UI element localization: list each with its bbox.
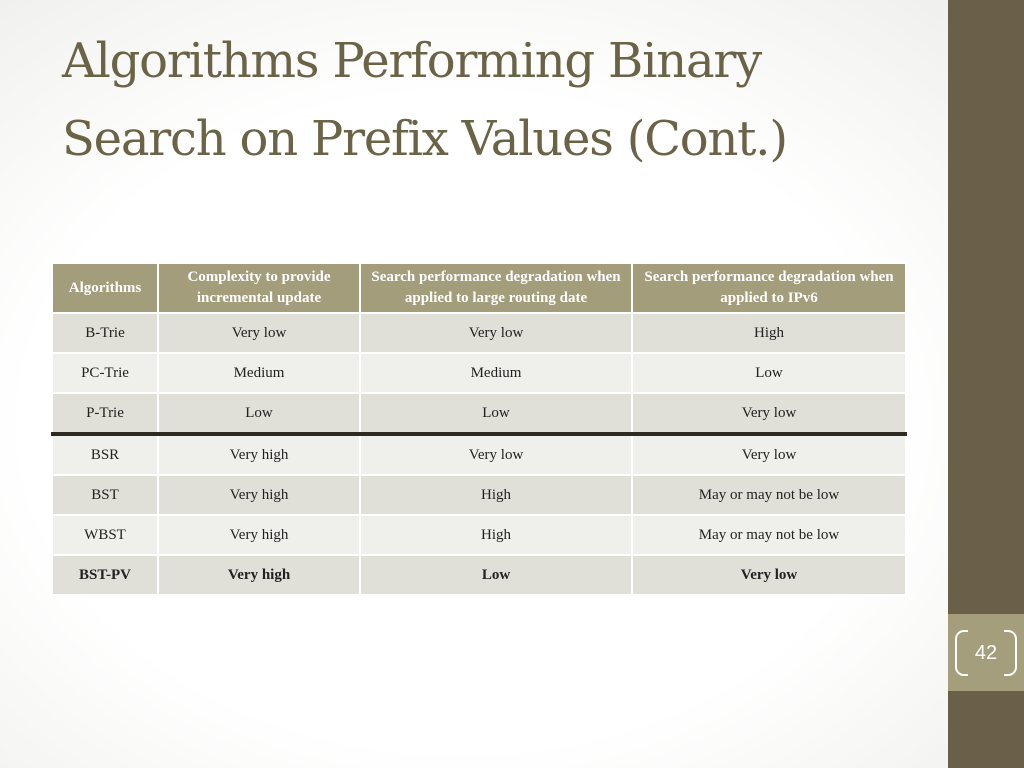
cell-large-routing-degradation: Medium <box>359 352 633 394</box>
cell-large-routing-degradation: High <box>359 514 633 556</box>
cell-algorithm: WBST <box>51 514 159 556</box>
cell-ipv6-degradation: May or may not be low <box>631 514 907 556</box>
header-algorithms: Algorithms <box>51 262 159 314</box>
header-incremental-update: Complexity to provide incremental update <box>157 262 361 314</box>
table-row: B-Trie Very low Very low High <box>51 312 907 354</box>
cell-ipv6-degradation: High <box>631 312 907 354</box>
cell-incremental-update: Very high <box>157 514 361 556</box>
header-large-routing-degradation: Search performance degradation when appl… <box>359 262 633 314</box>
cell-algorithm: PC-Trie <box>51 352 159 394</box>
comparison-table: Algorithms Complexity to provide increme… <box>51 262 907 596</box>
cell-ipv6-degradation: Very low <box>631 433 907 476</box>
slide-title-line-2: Search on Prefix Values (Cont.) <box>62 111 788 167</box>
cell-large-routing-degradation: Very low <box>359 312 633 354</box>
cell-algorithm: B-Trie <box>51 312 159 354</box>
page-number: 42 <box>974 642 998 664</box>
cell-large-routing-degradation: High <box>359 474 633 516</box>
cell-large-routing-degradation: Low <box>359 392 633 436</box>
slide-title: Algorithms Performing Binary Search on P… <box>62 22 932 178</box>
page-number-bracket-gap <box>968 628 1004 678</box>
cell-ipv6-degradation: May or may not be low <box>631 474 907 516</box>
cell-incremental-update: Low <box>157 392 361 436</box>
slide-title-line-1: Algorithms Performing Binary <box>62 33 762 89</box>
cell-incremental-update: Very high <box>157 554 361 596</box>
cell-ipv6-degradation: Very low <box>631 554 907 596</box>
table-row: PC-Trie Medium Medium Low <box>51 352 907 394</box>
cell-large-routing-degradation: Low <box>359 554 633 596</box>
cell-incremental-update: Very high <box>157 474 361 516</box>
cell-algorithm: P-Trie <box>51 392 159 436</box>
cell-ipv6-degradation: Very low <box>631 392 907 436</box>
cell-incremental-update: Very high <box>157 433 361 476</box>
cell-ipv6-degradation: Low <box>631 352 907 394</box>
table-row: WBST Very high High May or may not be lo… <box>51 514 907 556</box>
cell-incremental-update: Medium <box>157 352 361 394</box>
cell-algorithm: BSR <box>51 433 159 476</box>
cell-incremental-update: Very low <box>157 312 361 354</box>
header-ipv6-degradation: Search performance degradation when appl… <box>631 262 907 314</box>
cell-algorithm: BST-PV <box>51 554 159 596</box>
cell-algorithm: BST <box>51 474 159 516</box>
table-row: P-Trie Low Low Very low <box>51 392 907 436</box>
table-header-row: Algorithms Complexity to provide increme… <box>51 262 907 314</box>
table-row: BSR Very high Very low Very low <box>51 433 907 476</box>
table-row: BST-PV Very high Low Very low <box>51 554 907 596</box>
table-row: BST Very high High May or may not be low <box>51 474 907 516</box>
cell-large-routing-degradation: Very low <box>359 433 633 476</box>
